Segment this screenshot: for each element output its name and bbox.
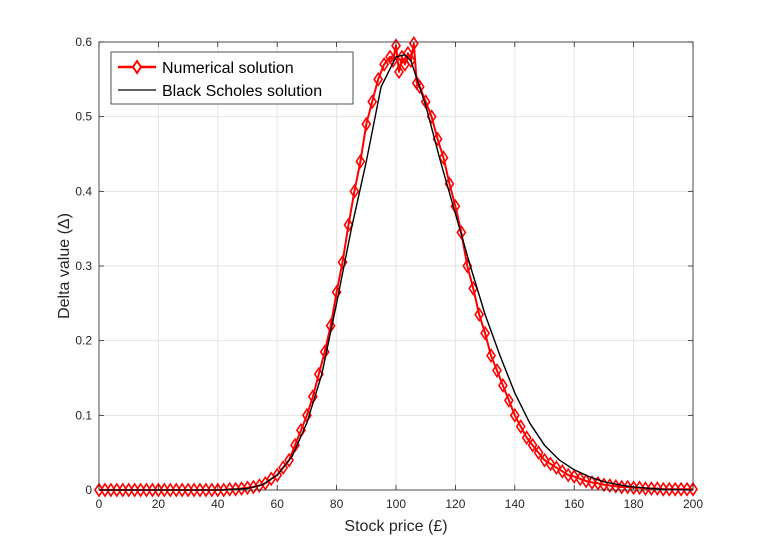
- numerical-solution-point: [521, 430, 532, 446]
- numerical-solution-point: [456, 224, 467, 240]
- numerical-solution-point: [284, 452, 295, 468]
- numerical-solution-point: [313, 366, 324, 382]
- x-tick-label: 120: [445, 497, 465, 511]
- legend-label-numerical: Numerical solution: [162, 60, 294, 77]
- numerical-solution-point: [278, 460, 289, 476]
- x-tick-label: 200: [683, 497, 703, 511]
- y-tick-label: 0.3: [75, 259, 92, 273]
- numerical-solution-point: [515, 419, 526, 434]
- numerical-solution-point: [355, 154, 366, 169]
- legend-label-black-scholes: Black Scholes solution: [162, 83, 322, 100]
- numerical-solution-point: [503, 392, 514, 408]
- numerical-solution-point: [379, 56, 390, 72]
- numerical-solution-point: [414, 79, 425, 95]
- numerical-solution-point: [545, 456, 556, 472]
- numerical-solution-point: [361, 116, 372, 132]
- x-axis-label: Stock price (£): [344, 518, 447, 535]
- black-scholes-line: [99, 54, 694, 491]
- y-tick-label: 0.6: [75, 35, 92, 49]
- numerical-solution-point: [688, 481, 698, 497]
- y-tick-label: 0.1: [75, 408, 92, 422]
- x-tick-label: 60: [271, 497, 285, 511]
- numerical-solution-point: [272, 467, 283, 483]
- y-tick-label: 0.4: [75, 184, 92, 198]
- numerical-solution-point: [349, 183, 360, 199]
- axis-ticks: 0 20 40 60 80 100 120 140 160 180 200 0 0.1 0.2 0.3 0.4…: [75, 35, 703, 511]
- numerical-solution-point: [539, 452, 550, 468]
- y-tick-label: 0.5: [75, 110, 92, 124]
- numerical-solution-point: [509, 407, 520, 423]
- numerical-solution-point: [438, 150, 449, 166]
- numerical-solution-point: [343, 217, 354, 233]
- y-tick-label: 0.2: [75, 334, 92, 348]
- numerical-solution-point: [533, 445, 544, 461]
- x-tick-label: 80: [330, 497, 344, 511]
- y-axis-label: Delta value (Δ): [56, 213, 73, 319]
- numerical-solution-point: [394, 64, 404, 80]
- numerical-solution-point: [634, 480, 645, 496]
- x-tick-label: 160: [564, 497, 584, 511]
- numerical-solution-point: [557, 463, 568, 479]
- numerical-solution-point: [581, 473, 592, 489]
- numerical-solution-point: [408, 36, 419, 51]
- numerical-solution-point: [426, 109, 437, 125]
- x-tick-label: 100: [386, 497, 406, 511]
- numerical-solution-point: [497, 378, 508, 393]
- x-tick-label: 40: [211, 497, 225, 511]
- numerical-solution-point: [492, 363, 502, 378]
- x-tick-label: 0: [96, 497, 103, 511]
- numerical-solution-point: [587, 475, 597, 490]
- y-tick-label: 0: [85, 483, 92, 497]
- numerical-solution-point: [551, 460, 562, 476]
- legend: Numerical solution Black Scholes solutio…: [110, 51, 354, 105]
- numerical-solution-point: [432, 131, 443, 147]
- numerical-solution-point: [486, 348, 497, 364]
- numerical-solution-point: [367, 94, 378, 110]
- numerical-solution-point: [474, 307, 485, 322]
- numerical-solution-point: [575, 471, 586, 487]
- x-tick-label: 140: [505, 497, 525, 511]
- numerical-solution-point: [480, 325, 491, 341]
- numerical-solution-point: [652, 481, 663, 496]
- legend-marker-numerical: [131, 59, 143, 75]
- numerical-solution-point: [373, 71, 384, 87]
- numerical-solution-point: [527, 437, 538, 453]
- numerical-solution-point: [391, 38, 401, 54]
- x-tick-label: 180: [624, 497, 644, 511]
- legend-box: [110, 51, 354, 105]
- numerical-solution-point: [569, 469, 580, 485]
- x-tick-label: 20: [152, 497, 166, 511]
- numerical-solution-point: [563, 467, 574, 483]
